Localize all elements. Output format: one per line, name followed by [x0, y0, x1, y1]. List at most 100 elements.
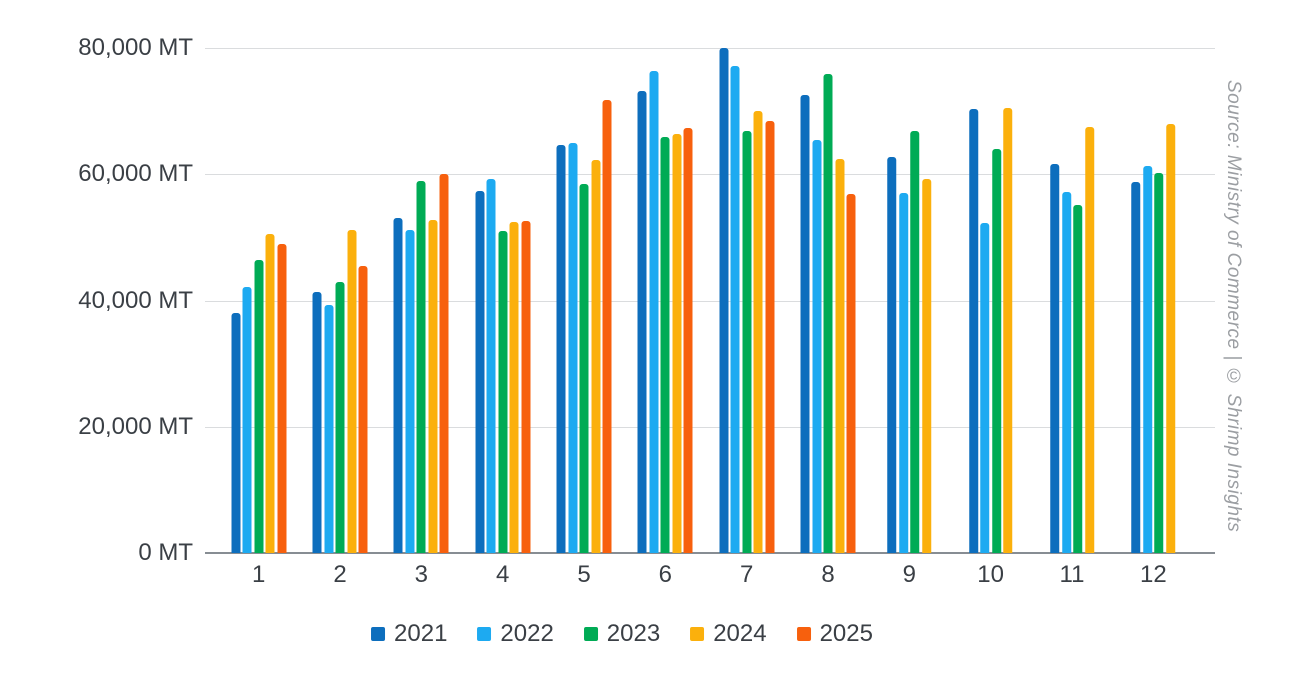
bar-2021-month-11[interactable] — [1050, 163, 1060, 553]
y-tick-label: 60,000 MT — [78, 160, 193, 188]
bar-group-month-11 — [1050, 126, 1094, 553]
legend-item-2022: 2022 — [477, 620, 554, 648]
bar-2024-month-11[interactable] — [1084, 126, 1094, 553]
bar-2023-month-4[interactable] — [498, 231, 508, 553]
bar-2023-month-11[interactable] — [1073, 204, 1083, 553]
x-tick-label: 5 — [577, 561, 591, 588]
bar-2023-month-12[interactable] — [1154, 173, 1164, 553]
bar-2021-month-7[interactable] — [719, 48, 729, 553]
x-tick-label: 4 — [495, 561, 510, 588]
legend-swatch-2022 — [477, 627, 492, 641]
bar-2024-month-1[interactable] — [265, 233, 275, 553]
bar-2025-month-6[interactable] — [683, 128, 693, 553]
bar-2021-month-6[interactable] — [637, 90, 647, 553]
bar-2021-month-9[interactable] — [887, 157, 897, 553]
bar-2025-month-4[interactable] — [521, 220, 531, 553]
bar-group-month-1 — [231, 233, 287, 553]
bar-2022-month-8[interactable] — [812, 140, 821, 553]
bar-2025-month-5[interactable] — [602, 99, 612, 553]
bar-2022-month-1[interactable] — [242, 286, 252, 553]
bar-2023-month-8[interactable] — [823, 73, 833, 553]
bar-2025-month-2[interactable] — [358, 266, 368, 553]
x-tick-label: 9 — [902, 561, 917, 588]
legend-item-2021: 2021 — [371, 620, 447, 648]
bar-group-month-8 — [800, 73, 856, 553]
bar-2025-month-1[interactable] — [277, 243, 287, 553]
x-tick-label: 3 — [414, 561, 429, 588]
bar-2024-month-2[interactable] — [347, 230, 356, 553]
x-tick-label: 6 — [658, 561, 673, 588]
x-tick-label: 12 — [1139, 561, 1167, 588]
bar-2022-month-6[interactable] — [649, 70, 659, 553]
bar-2022-month-12[interactable] — [1143, 166, 1153, 553]
bar-2024-month-12[interactable] — [1166, 124, 1176, 553]
y-tick-label: 80,000 MT — [78, 34, 193, 61]
bar-2024-month-3[interactable] — [428, 220, 438, 553]
y-tick-label: 40,000 MT — [78, 286, 193, 314]
x-axis-line — [205, 552, 1215, 554]
bar-2021-month-3[interactable] — [393, 217, 403, 553]
bar-2025-month-8[interactable] — [846, 194, 856, 553]
gridline — [205, 174, 1215, 176]
bar-2021-month-4[interactable] — [475, 191, 485, 553]
bar-2021-month-10[interactable] — [968, 108, 978, 553]
x-tick-label: 7 — [739, 561, 754, 588]
bar-2024-month-4[interactable] — [509, 222, 519, 553]
legend-label: 2024 — [713, 620, 767, 647]
legend-swatch-2025 — [796, 627, 811, 641]
legend-swatch-2024 — [690, 627, 705, 641]
bar-group-month-5 — [556, 99, 612, 553]
bar-2023-month-3[interactable] — [416, 181, 426, 553]
bar-group-month-7 — [719, 48, 775, 553]
bar-2021-month-5[interactable] — [556, 144, 566, 553]
bar-group-month-4 — [475, 179, 531, 553]
bar-2022-month-2[interactable] — [324, 304, 333, 553]
bar-2024-month-6[interactable] — [672, 134, 682, 553]
bar-2022-month-7[interactable] — [730, 66, 740, 553]
bar-2024-month-7[interactable] — [753, 110, 763, 553]
bar-group-month-9 — [887, 130, 932, 553]
bar-2022-month-4[interactable] — [486, 179, 496, 553]
x-tick-label: 8 — [821, 561, 835, 588]
y-tick-label: 20,000 MT — [78, 412, 193, 440]
bar-2022-month-3[interactable] — [405, 229, 415, 553]
bar-2021-month-12[interactable] — [1131, 182, 1141, 553]
gridline — [205, 48, 1215, 49]
legend-label: 2022 — [500, 620, 554, 647]
bar-2021-month-1[interactable] — [231, 313, 241, 553]
bar-2021-month-2[interactable] — [312, 292, 322, 553]
bar-2023-month-9[interactable] — [910, 130, 920, 553]
bar-2023-month-10[interactable] — [991, 149, 1001, 553]
bar-2024-month-8[interactable] — [835, 159, 844, 553]
bar-2021-month-8[interactable] — [800, 94, 810, 553]
bar-2023-month-7[interactable] — [742, 130, 752, 553]
bar-2023-month-6[interactable] — [660, 137, 670, 553]
bar-2023-month-1[interactable] — [254, 260, 264, 553]
x-tick-label: 10 — [977, 561, 1005, 588]
bar-2025-month-3[interactable] — [439, 173, 449, 553]
bar-2022-month-11[interactable] — [1061, 191, 1071, 553]
bar-2024-month-5[interactable] — [591, 159, 600, 553]
y-tick-label: 0 MT — [138, 539, 193, 566]
legend-swatch-2021 — [371, 627, 386, 641]
bar-2022-month-10[interactable] — [980, 222, 990, 553]
legend-item-2024: 2024 — [690, 620, 767, 648]
bar-group-month-2 — [312, 230, 368, 553]
bar-group-month-10 — [968, 107, 1013, 553]
legend: 2021 2022 2023 2024 2025 — [371, 620, 873, 648]
gridline — [205, 300, 1215, 302]
bar-group-month-3 — [393, 173, 449, 553]
bar-2022-month-5[interactable] — [568, 142, 577, 553]
x-tick-label: 1 — [251, 561, 266, 588]
legend-item-2025: 2025 — [796, 620, 873, 648]
legend-label: 2021 — [394, 620, 448, 647]
legend-item-2023: 2023 — [583, 620, 660, 648]
bar-2023-month-5[interactable] — [579, 184, 589, 553]
bar-2022-month-9[interactable] — [899, 192, 909, 553]
bar-2023-month-2[interactable] — [335, 282, 345, 553]
x-tick-label: 11 — [1059, 561, 1085, 588]
bar-2025-month-7[interactable] — [765, 120, 775, 553]
bar-2024-month-10[interactable] — [1003, 107, 1013, 553]
bar-2024-month-9[interactable] — [922, 178, 932, 553]
